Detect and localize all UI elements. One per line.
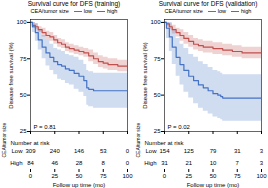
svg-text:P = 0.81: P = 0.81	[34, 124, 57, 130]
svg-text:125: 125	[184, 148, 195, 154]
svg-text:Follow up time (mo): Follow up time (mo)	[187, 182, 240, 188]
svg-text:25: 25	[185, 173, 192, 179]
svg-text:84: 84	[27, 160, 34, 166]
svg-text:309: 309	[25, 148, 36, 154]
svg-text:154: 154	[159, 148, 170, 154]
svg-text:25: 25	[20, 128, 27, 134]
svg-text:7: 7	[236, 160, 240, 166]
html-text:CEA/tumor size: CEA/tumor size	[30, 8, 69, 14]
svg-text:P = 0.02: P = 0.02	[168, 124, 191, 130]
svg-text:31: 31	[234, 148, 241, 154]
svg-text:50: 50	[76, 173, 83, 179]
svg-text:53: 53	[100, 148, 107, 154]
svg-text:Disease free survival (%): Disease free survival (%)	[8, 42, 14, 109]
html-text:high: high	[241, 8, 252, 14]
svg-text:0: 0	[126, 148, 130, 154]
svg-text:75: 75	[100, 173, 107, 179]
svg-text:25: 25	[154, 128, 161, 134]
svg-text:CEA/tumor size: CEA/tumor size	[1, 123, 7, 158]
svg-text:240: 240	[50, 148, 61, 154]
svg-text:100: 100	[122, 173, 133, 179]
svg-text:28: 28	[76, 160, 83, 166]
svg-text:75: 75	[20, 56, 27, 62]
html-text:Survival curve for DFS (traini: Survival curve for DFS (training)	[27, 0, 121, 7]
svg-text:CEA/tumor size: CEA/tumor size	[135, 123, 141, 158]
svg-text:Low: Low	[11, 148, 23, 154]
svg-text:100: 100	[150, 19, 161, 25]
svg-text:50: 50	[154, 92, 161, 98]
svg-text:High: High	[10, 160, 22, 166]
svg-text:0: 0	[163, 173, 167, 179]
svg-text:79: 79	[210, 148, 217, 154]
svg-text:146: 146	[74, 148, 85, 154]
svg-text:0: 0	[29, 173, 33, 179]
svg-text:0: 0	[126, 160, 130, 166]
svg-text:50: 50	[210, 173, 217, 179]
svg-text:Follow up time (mo): Follow up time (mo)	[53, 182, 106, 188]
svg-text:21: 21	[185, 160, 192, 166]
svg-text:Low: Low	[145, 148, 157, 154]
html-text:CEA/tumor size: CEA/tumor size	[164, 8, 203, 14]
svg-text:3: 3	[260, 160, 264, 166]
svg-text:Number at risk: Number at risk	[11, 140, 51, 146]
svg-text:75: 75	[154, 56, 161, 62]
svg-text:100: 100	[256, 173, 267, 179]
svg-text:8: 8	[102, 160, 106, 166]
svg-text:50: 50	[20, 92, 27, 98]
svg-text:31: 31	[161, 160, 168, 166]
svg-text:10: 10	[210, 160, 217, 166]
html-text:low: low	[217, 8, 226, 14]
svg-text:High: High	[144, 160, 156, 166]
html-text:low: low	[83, 8, 92, 14]
html-text:high: high	[107, 8, 118, 14]
svg-text:100: 100	[16, 19, 27, 25]
svg-text:46: 46	[51, 160, 58, 166]
svg-text:25: 25	[51, 173, 58, 179]
svg-text:Disease free survival (%): Disease free survival (%)	[142, 42, 148, 109]
svg-text:3: 3	[260, 148, 264, 154]
svg-text:75: 75	[234, 173, 241, 179]
html-text:Survival curve for DFS (valida: Survival curve for DFS (validation)	[158, 0, 258, 7]
svg-text:Number at risk: Number at risk	[145, 140, 185, 146]
